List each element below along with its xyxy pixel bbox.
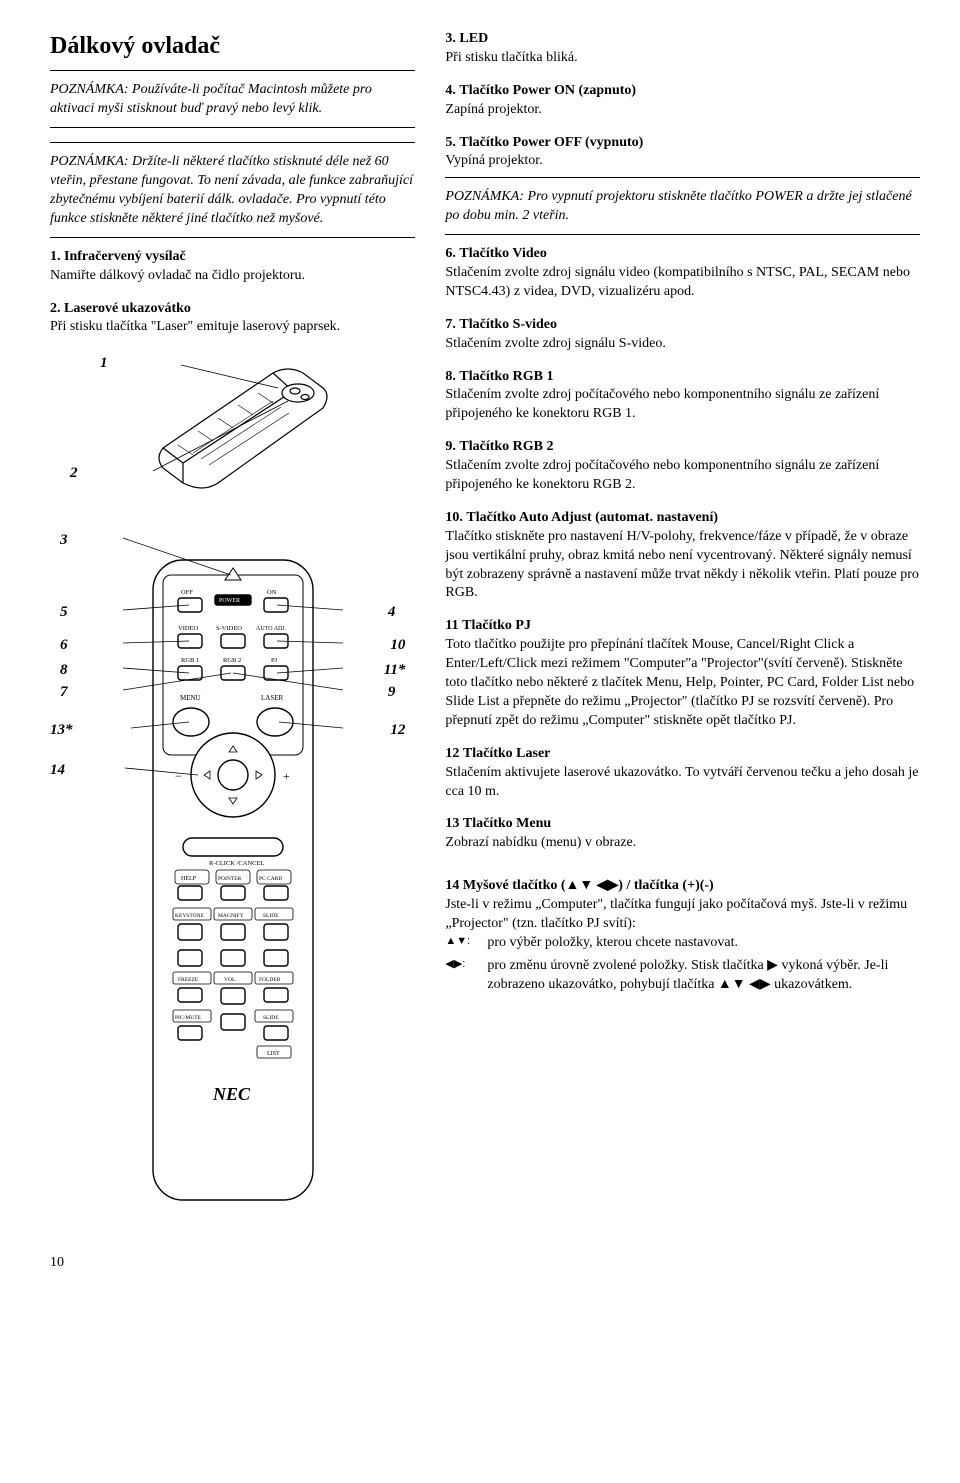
svg-text:ON: ON	[267, 589, 277, 596]
svg-text:VOL.: VOL.	[224, 977, 237, 983]
divider	[445, 177, 920, 178]
svg-text:−: −	[187, 951, 194, 965]
svg-text:+: +	[230, 992, 236, 1003]
remote-front-illustration: 3 5 6 8 7 13* 14 4 10 11* 9 12	[50, 530, 415, 1230]
svg-text:AUTO ADJ.: AUTO ADJ.	[256, 626, 287, 632]
page-number: 10	[50, 1254, 920, 1273]
page-title: Dálkový ovladač	[50, 30, 415, 62]
item-3: 3. LED Při stisku tlačítka bliká.	[445, 30, 920, 68]
svg-text:+: +	[283, 769, 290, 783]
diagram-label-9: 9	[388, 682, 396, 702]
svg-text:−: −	[175, 769, 182, 783]
diagram-label-5: 5	[60, 602, 68, 622]
svg-text:−: −	[230, 1015, 237, 1029]
svg-text:+: +	[230, 928, 236, 939]
diagram-label-3: 3	[60, 530, 68, 550]
svg-text:FREEZE: FREEZE	[178, 977, 199, 983]
divider	[445, 234, 920, 235]
diagram-label-4: 4	[388, 602, 396, 622]
divider	[50, 70, 415, 71]
divider	[50, 237, 415, 238]
diagram-label-7: 7	[60, 682, 68, 702]
svg-text:RGB 2: RGB 2	[223, 657, 241, 664]
svg-text:HELP: HELP	[181, 876, 197, 882]
svg-text:VIDEO: VIDEO	[178, 625, 199, 632]
svg-text:RGB 1: RGB 1	[181, 657, 199, 664]
svg-text:POINTER: POINTER	[218, 876, 242, 882]
svg-text:SLIDE: SLIDE	[263, 1015, 279, 1021]
svg-text:SLIDE: SLIDE	[263, 913, 279, 919]
svg-text:R-CLICK /CANCEL: R-CLICK /CANCEL	[209, 860, 264, 867]
svg-text:PIC-MUTE: PIC-MUTE	[175, 1015, 202, 1021]
item-8: 8. Tlačítko RGB 1 Stlačením zvolte zdroj…	[445, 368, 920, 425]
svg-text:KEYSTONE: KEYSTONE	[175, 913, 205, 919]
item-2: 2. Laserové ukazovátko Při stisku tlačít…	[50, 300, 415, 338]
item-14: 14 Myšové tlačítko (▲▼ ◀▶) / tlačítka (+…	[445, 877, 920, 994]
divider	[50, 127, 415, 128]
item-11: 11 Tlačítko PJ Toto tlačítko použijte pr…	[445, 617, 920, 730]
svg-text:LIST: LIST	[267, 1051, 280, 1057]
item-13: 13 Tlačítko Menu Zobrazí nabídku (menu) …	[445, 815, 920, 853]
item-4: 4. Tlačítko Power ON (zapnuto) Zapíná pr…	[445, 82, 920, 120]
svg-text:OFF: OFF	[181, 589, 193, 596]
diagram-label-14: 14	[50, 760, 65, 780]
diagram-label-12: 12	[390, 720, 405, 740]
diagram-label-11: 11*	[384, 660, 406, 680]
remote-top-illustration: 1 2	[50, 353, 415, 510]
diagram-label-10: 10	[390, 635, 405, 655]
svg-text:+: +	[187, 928, 193, 939]
item-9: 9. Tlačítko RGB 2 Stlačením zvolte zdroj…	[445, 438, 920, 495]
svg-text:FOLDER: FOLDER	[259, 977, 281, 983]
svg-text:−: −	[273, 951, 280, 965]
note-2: POZNÁMKA: Držíte-li některé tlačítko sti…	[50, 153, 415, 229]
diagram-label-2: 2	[70, 463, 78, 483]
diagram-label-1: 1	[100, 353, 108, 373]
item-6: 6. Tlačítko Video Stlačením zvolte zdroj…	[445, 245, 920, 302]
note-1: POZNÁMKA: Používáte-li počítač Macintosh…	[50, 81, 415, 119]
item-12: 12 Tlačítko Laser Stlačením aktivujete l…	[445, 745, 920, 802]
svg-text:+: +	[273, 928, 279, 939]
item-10: 10. Tlačítko Auto Adjust (automat. nasta…	[445, 509, 920, 603]
note-3: POZNÁMKA: Pro vypnutí projektoru stiskně…	[445, 188, 920, 226]
item-5: 5. Tlačítko Power OFF (vypnuto) Vypíná p…	[445, 134, 920, 172]
svg-text:NEC: NEC	[212, 1084, 251, 1104]
diagram-label-8: 8	[60, 660, 68, 680]
svg-text:MENU: MENU	[180, 694, 201, 702]
svg-text:−: −	[230, 951, 237, 965]
svg-text:PJ: PJ	[271, 657, 278, 664]
item-14-sublist: ▲▼: pro výběr položky, kterou chcete nas…	[445, 934, 920, 995]
svg-text:LASER: LASER	[261, 694, 284, 702]
svg-text:PC CARD: PC CARD	[259, 876, 282, 882]
item-1: 1. Infračervený vysílač Namiřte dálkový …	[50, 248, 415, 286]
item-7: 7. Tlačítko S-video Stlačením zvolte zdr…	[445, 316, 920, 354]
svg-text:POWER: POWER	[219, 598, 240, 604]
svg-text:MAGNIFY: MAGNIFY	[218, 913, 244, 919]
diagram-label-13: 13*	[50, 720, 73, 740]
diagram-label-6: 6	[60, 635, 68, 655]
svg-text:S-VIDEO: S-VIDEO	[216, 625, 242, 632]
divider	[50, 142, 415, 143]
